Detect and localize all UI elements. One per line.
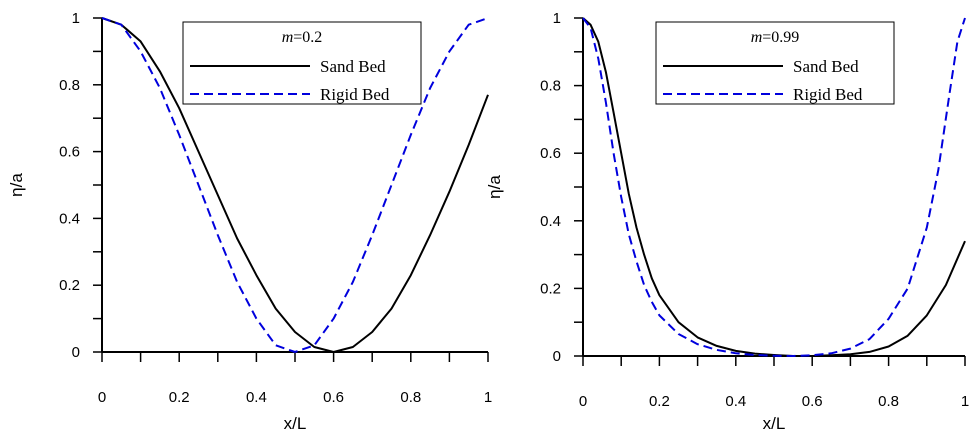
legend-box bbox=[655, 21, 895, 105]
legend-title: m=0.2 bbox=[282, 29, 323, 46]
y-axis-title: η/a bbox=[7, 173, 26, 197]
series-line-sand-bed bbox=[582, 17, 966, 357]
x-tick-label: 1 bbox=[961, 393, 969, 410]
y-tick-label: 0.2 bbox=[59, 277, 80, 294]
legend-title: m=0.99 bbox=[751, 29, 800, 46]
y-tick-label: 0.2 bbox=[540, 280, 561, 297]
y-tick-label: 0.6 bbox=[540, 145, 561, 162]
legend-label: Rigid Bed bbox=[793, 85, 863, 104]
x-tick-label: 0 bbox=[98, 389, 106, 406]
x-tick-label: 0.4 bbox=[725, 393, 746, 410]
series-line-rigid-bed bbox=[101, 17, 489, 353]
y-axis-title: η/a bbox=[485, 175, 504, 199]
x-tick-label: 0.8 bbox=[400, 389, 421, 406]
y-tick-label: 0.8 bbox=[540, 78, 561, 95]
x-tick-label: 0.6 bbox=[802, 393, 823, 410]
chart-panel-2: 0 0.2 0.4 0.6 0.8 1 0 0.2 0.4 0.6 0.8 1 x/L η/a m=0.99… bbox=[485, 10, 969, 432]
series-line-rigid-bed bbox=[582, 17, 966, 357]
legend-label: Rigid Bed bbox=[320, 85, 390, 104]
y-tick-label: 1 bbox=[72, 10, 80, 27]
y-tick-label: 0 bbox=[72, 344, 80, 361]
series-line-sand-bed bbox=[101, 17, 489, 353]
x-tick-label: 0.6 bbox=[323, 389, 344, 406]
x-tick-label: 0.2 bbox=[649, 393, 670, 410]
y-tick-label: 0.6 bbox=[59, 144, 80, 161]
x-tick-label: 0.2 bbox=[169, 389, 190, 406]
y-tick-label: 0 bbox=[553, 348, 561, 365]
chart-panel-1: 0 0.2 0.4 0.6 0.8 1 0 0.2 0.4 0.6 0.8 1 x/L η/a m=0.2 S… bbox=[7, 10, 492, 432]
y-tick-label: 0.8 bbox=[59, 77, 80, 94]
legend-label: Sand Bed bbox=[793, 57, 859, 76]
legend-label: Sand Bed bbox=[320, 57, 386, 76]
legend: m=0.99 Sand Bed Rigid Bed bbox=[655, 21, 895, 105]
y-tick-label: 0.4 bbox=[59, 210, 80, 227]
y-tick-label: 1 bbox=[553, 10, 561, 27]
x-tick-label: 0 bbox=[579, 393, 587, 410]
legend: m=0.2 Sand Bed Rigid Bed bbox=[182, 21, 422, 105]
x-tick-label: 0.8 bbox=[878, 393, 899, 410]
y-tick-label: 0.4 bbox=[540, 213, 561, 230]
x-axis-title: x/L bbox=[763, 414, 786, 432]
x-axis-title: x/L bbox=[284, 414, 307, 432]
x-tick-label: 0.4 bbox=[246, 389, 267, 406]
x-tick-label: 1 bbox=[484, 389, 492, 406]
legend-box bbox=[182, 21, 422, 105]
